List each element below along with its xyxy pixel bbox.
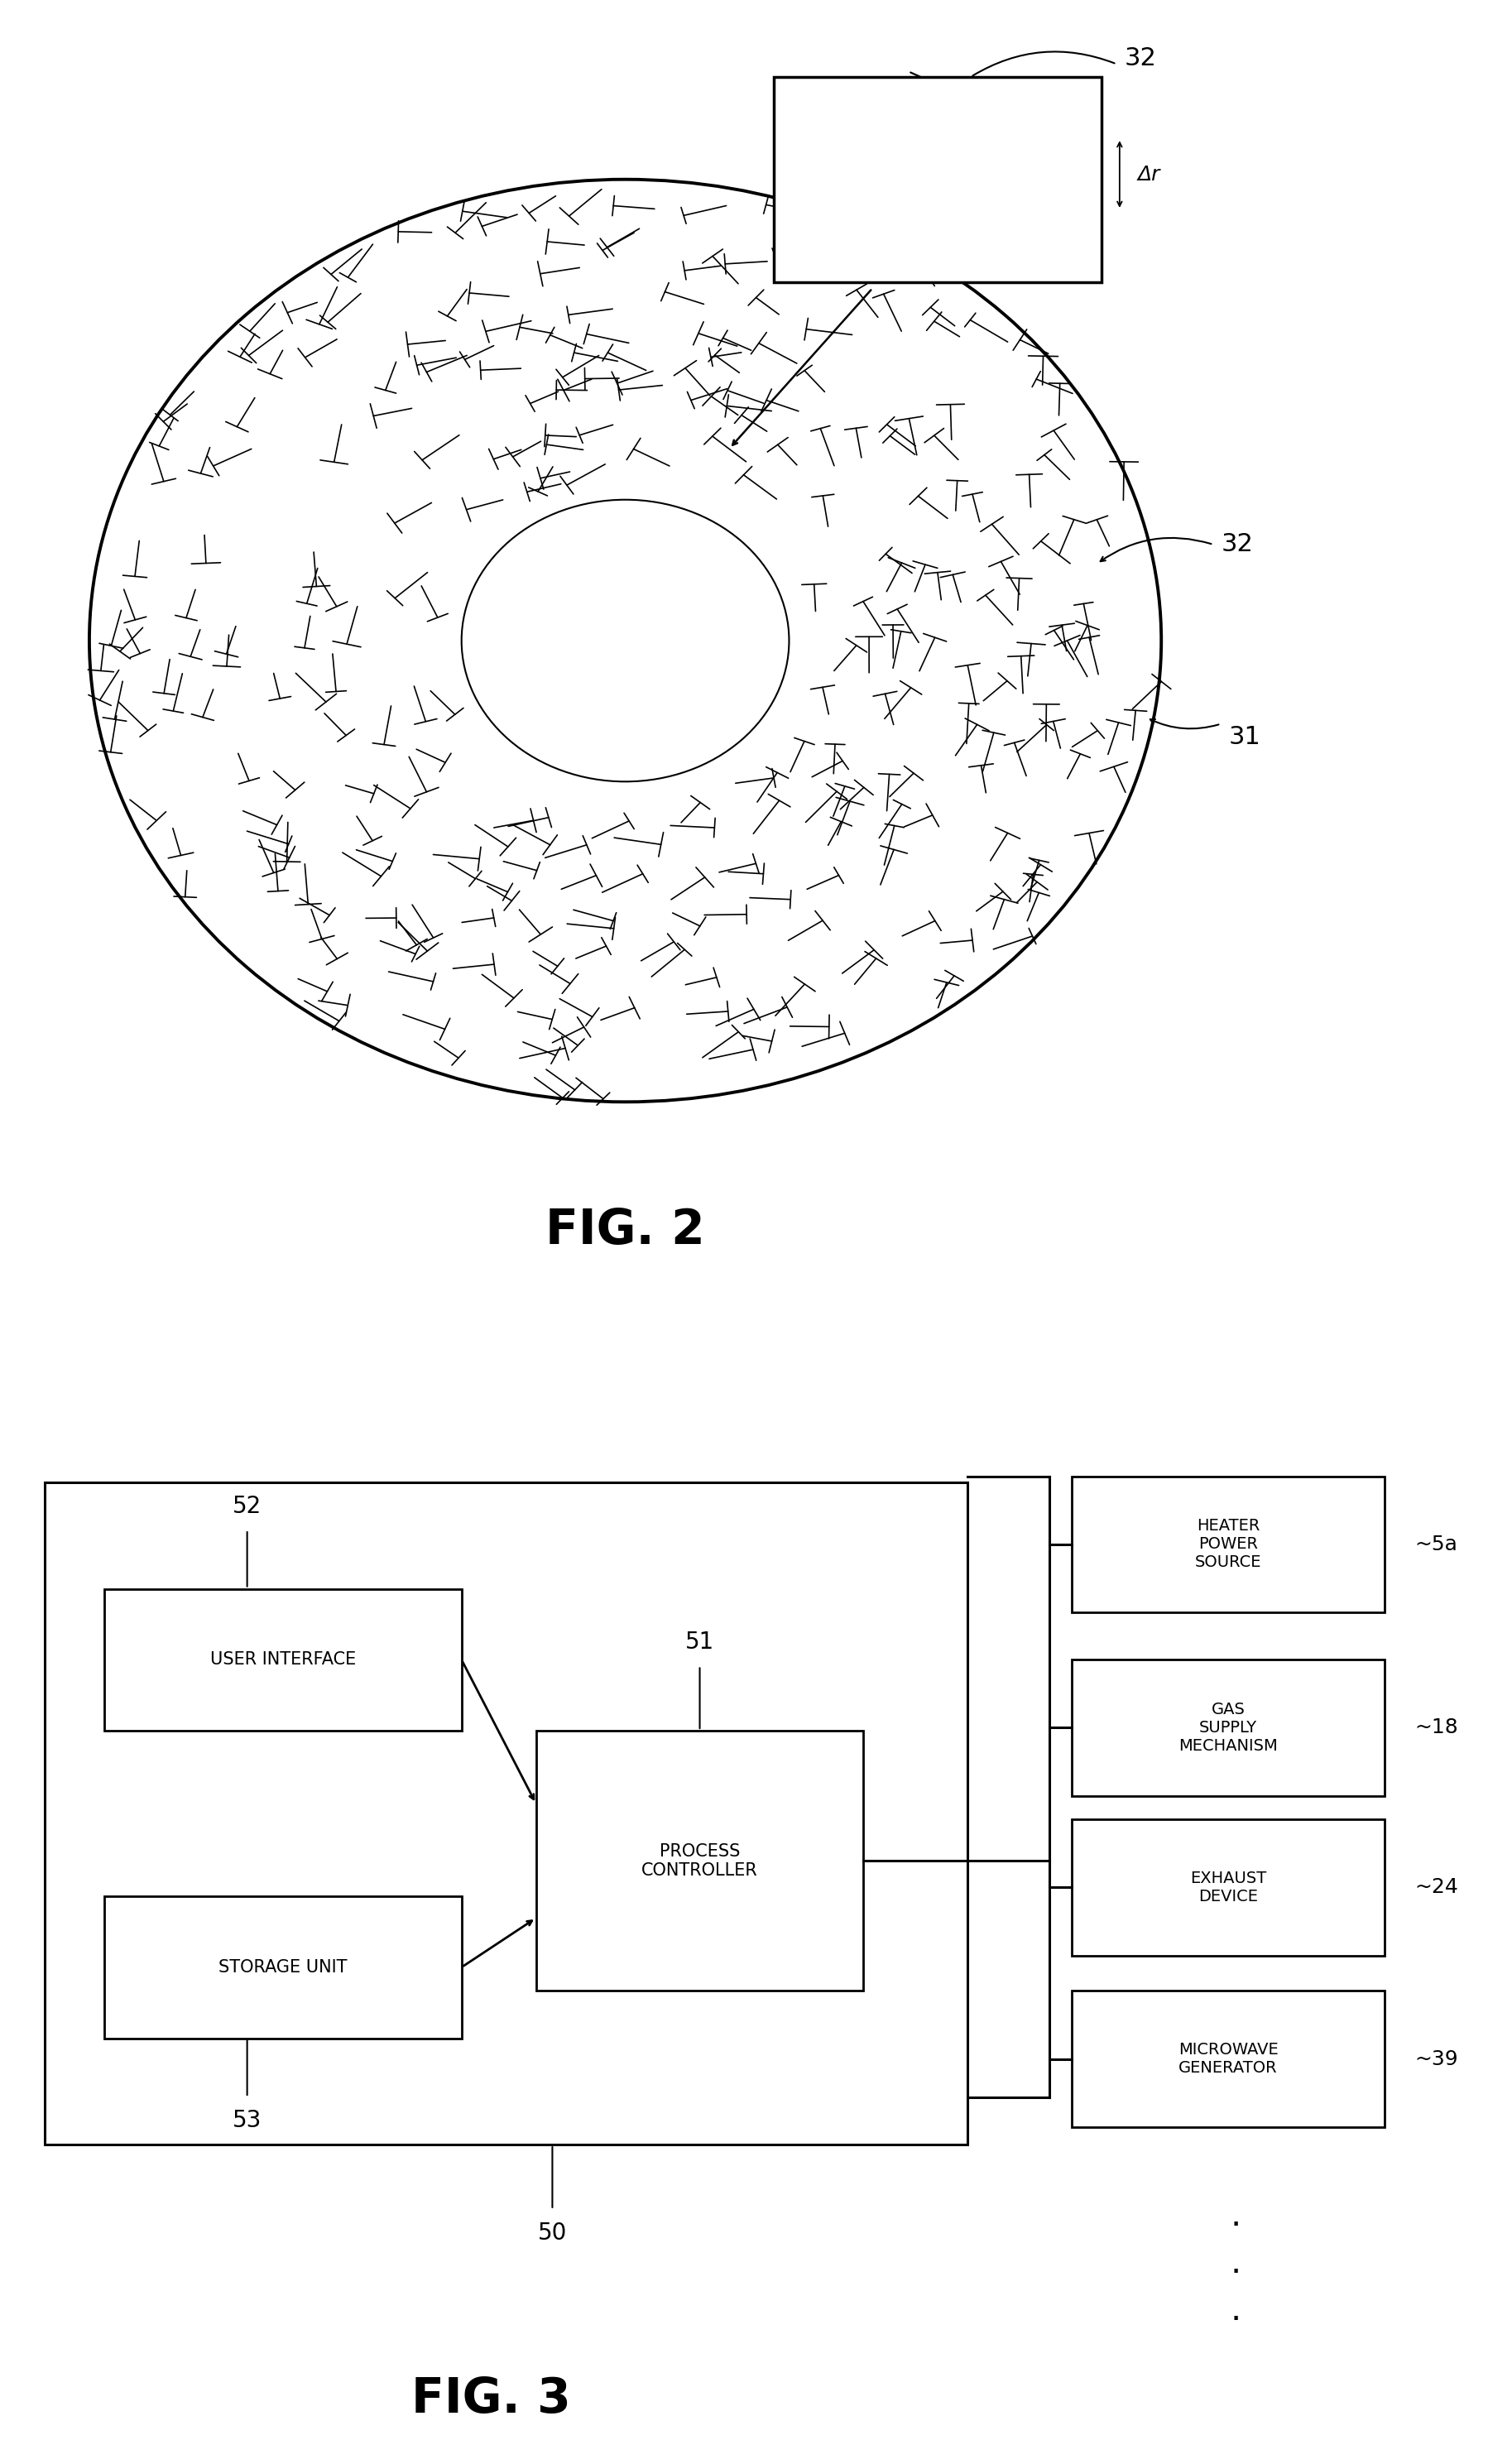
Text: PROCESS
CONTROLLER: PROCESS CONTROLLER <box>641 1843 757 1878</box>
Text: 50: 50 <box>537 2223 567 2245</box>
Text: 32: 32 <box>1220 532 1253 557</box>
Bar <box>1071 1476 1384 1611</box>
Text: ~18: ~18 <box>1414 1717 1457 1737</box>
Text: EXHAUST
DEVICE: EXHAUST DEVICE <box>1189 1870 1266 1905</box>
Bar <box>104 1589 461 1730</box>
Text: .: . <box>1229 2294 1241 2328</box>
Bar <box>1071 1661 1384 1796</box>
Bar <box>104 1897 461 2038</box>
Text: ~39: ~39 <box>1414 2050 1457 2070</box>
Text: GAS
SUPPLY
MECHANISM: GAS SUPPLY MECHANISM <box>1178 1703 1277 1754</box>
Text: ~24: ~24 <box>1414 1878 1457 1897</box>
Bar <box>1071 1991 1384 2126</box>
Text: 53: 53 <box>232 2109 262 2131</box>
Text: FIG. 2: FIG. 2 <box>545 1207 705 1254</box>
Text: 52: 52 <box>232 1496 262 1518</box>
Bar <box>1071 1818 1384 1956</box>
Text: 51: 51 <box>684 1631 714 1653</box>
Text: MICROWAVE
GENERATOR: MICROWAVE GENERATOR <box>1177 2043 1278 2075</box>
Text: FIG. 3: FIG. 3 <box>411 2375 571 2422</box>
Text: USER INTERFACE: USER INTERFACE <box>210 1651 356 1668</box>
Text: .: . <box>1229 2198 1241 2232</box>
Text: HEATER
POWER
SOURCE: HEATER POWER SOURCE <box>1195 1518 1260 1570</box>
Text: ~5a: ~5a <box>1414 1535 1457 1555</box>
Text: .: . <box>1229 2245 1241 2279</box>
Bar <box>774 76 1101 281</box>
Bar <box>536 1730 863 1991</box>
Bar <box>45 1483 967 2144</box>
Text: 31: 31 <box>1228 724 1260 749</box>
Text: Δr: Δr <box>1137 165 1159 185</box>
Text: STORAGE UNIT: STORAGE UNIT <box>219 1959 347 1976</box>
Text: 32: 32 <box>1123 47 1156 71</box>
Circle shape <box>461 500 789 781</box>
